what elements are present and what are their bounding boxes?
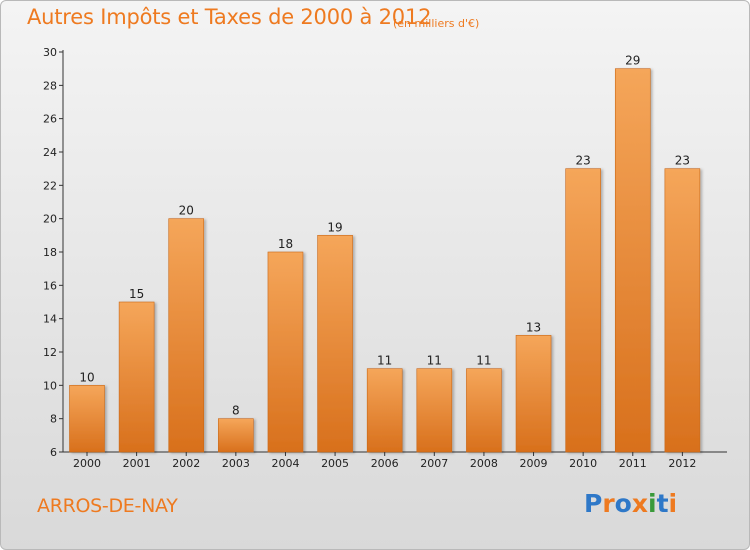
- logo-letter: o: [614, 489, 632, 518]
- y-tick-label: 8: [50, 413, 57, 426]
- value-label-2007: 11: [427, 354, 442, 368]
- x-tick-label-2012: 2012: [668, 457, 696, 470]
- y-tick-label: 14: [43, 313, 57, 326]
- value-label-2003: 8: [232, 404, 240, 418]
- x-tick-label-2004: 2004: [271, 457, 299, 470]
- bar-2007: [416, 368, 453, 453]
- bar-2009: [515, 335, 552, 453]
- y-tick-label: 24: [43, 146, 57, 159]
- logo-letter: t: [656, 489, 669, 518]
- x-tick-label-2008: 2008: [470, 457, 498, 470]
- x-tick-label-2006: 2006: [371, 457, 399, 470]
- y-tick-label: 10: [43, 379, 57, 392]
- value-label-2006: 11: [377, 354, 392, 368]
- value-label-2008: 11: [476, 354, 491, 368]
- chart-title: Autres Impôts et Taxes de 2000 à 2012: [27, 5, 432, 29]
- y-tick-label: 6: [50, 446, 57, 459]
- bar-2004: [267, 251, 304, 453]
- value-label-2009: 13: [526, 320, 541, 334]
- x-tick-label-2011: 2011: [619, 457, 647, 470]
- logo-letter: x: [631, 489, 648, 518]
- y-tick-label: 20: [43, 213, 57, 226]
- x-tick-label-2009: 2009: [520, 457, 548, 470]
- x-tick-label-2002: 2002: [172, 457, 200, 470]
- x-tick-label-2005: 2005: [321, 457, 349, 470]
- value-label-2010: 23: [576, 154, 591, 168]
- y-tick-label: 12: [43, 346, 57, 359]
- x-tick-label-2001: 2001: [123, 457, 151, 470]
- bar-2012: [664, 168, 701, 453]
- y-tick-label: 30: [43, 46, 57, 59]
- x-tick-label-2010: 2010: [569, 457, 597, 470]
- logo-letter: P: [584, 489, 603, 518]
- logo-letter: i: [668, 489, 678, 518]
- value-label-2001: 15: [129, 287, 144, 301]
- x-tick-label-2003: 2003: [222, 457, 250, 470]
- value-label-2011: 29: [625, 54, 640, 68]
- y-tick-label: 28: [43, 79, 57, 92]
- bar-2011: [614, 68, 651, 453]
- value-label-2002: 20: [179, 204, 194, 218]
- value-label-2000: 10: [79, 370, 94, 384]
- value-label-2004: 18: [278, 237, 293, 251]
- y-tick-label: 26: [43, 113, 57, 126]
- x-tick-label-2000: 2000: [73, 457, 101, 470]
- logo-letter: i: [648, 489, 657, 518]
- y-tick-label: 22: [43, 179, 57, 192]
- bar-2000: [69, 385, 105, 453]
- y-tick-label: 18: [43, 246, 57, 259]
- proxiti-logo[interactable]: Proxiti: [584, 489, 677, 518]
- bar-2003: [218, 418, 254, 453]
- bar-2006: [366, 368, 403, 453]
- chart-subtitle: (en milliers d'€): [393, 17, 480, 30]
- commune-name: ARROS-DE-NAY: [37, 495, 178, 517]
- x-tick-label-2007: 2007: [420, 457, 448, 470]
- bar-2008: [466, 368, 502, 453]
- bar-2005: [317, 235, 353, 453]
- bar-2010: [565, 168, 601, 453]
- bar-2002: [168, 218, 205, 453]
- y-tick-label: 16: [43, 279, 57, 292]
- value-label-2005: 19: [327, 220, 342, 234]
- value-label-2012: 23: [675, 154, 690, 168]
- bar-2001: [118, 301, 155, 453]
- logo-letter: r: [602, 489, 615, 518]
